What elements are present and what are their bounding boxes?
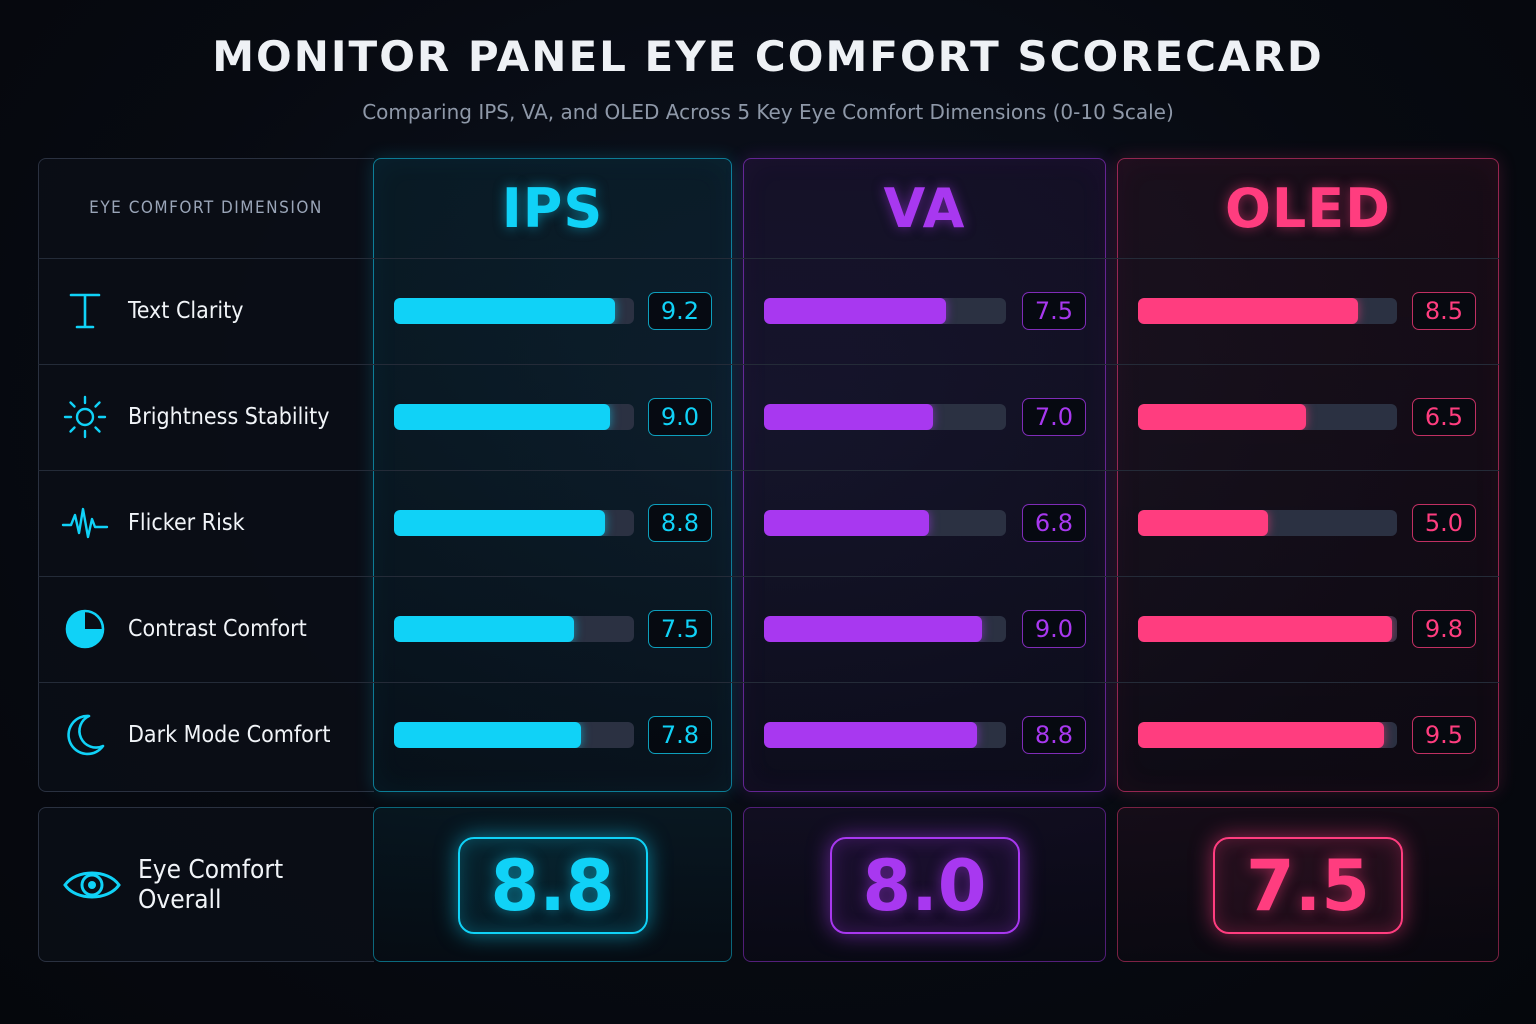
- bar-track: [764, 616, 1006, 642]
- value-label: 8.8: [1022, 716, 1086, 754]
- dimension-header: EYE COMFORT DIMENSION: [89, 198, 323, 218]
- value-label: 7.5: [648, 610, 712, 648]
- bar-track: [394, 510, 634, 536]
- dimension-row: Flicker Risk: [38, 470, 374, 576]
- dimension-label: Dark Mode Comfort: [128, 722, 331, 748]
- bar-oled-1: [1138, 404, 1307, 430]
- bar-track: [394, 616, 634, 642]
- dimension-label: Flicker Risk: [128, 510, 245, 536]
- bar-va-3: [764, 616, 982, 642]
- bar-ips-4: [394, 722, 582, 748]
- bar-track: [764, 722, 1006, 748]
- overall-row-label: Eye Comfort Overall: [38, 807, 374, 962]
- pulse-wave-icon: [60, 498, 110, 548]
- overall-score-ips: 8.8: [457, 837, 648, 934]
- bar-oled-0: [1138, 298, 1359, 324]
- bar-oled-2: [1138, 510, 1268, 536]
- value-label: 6.8: [1022, 504, 1086, 542]
- bar-oled-3: [1138, 616, 1392, 642]
- bar-ips-0: [394, 298, 615, 324]
- dimension-row: Contrast Comfort: [38, 576, 374, 682]
- column-panel-oled: [1117, 158, 1499, 792]
- overall-label: Eye Comfort Overall: [137, 854, 284, 915]
- sun-icon: [60, 392, 110, 442]
- bar-track: [1138, 404, 1397, 430]
- bar-oled-4: [1138, 722, 1385, 748]
- bar-ips-2: [394, 510, 606, 536]
- bar-track: [394, 404, 634, 430]
- dimension-row: Brightness Stability: [38, 364, 374, 470]
- overall-score-oled: 7.5: [1213, 837, 1403, 934]
- value-label: 5.0: [1412, 504, 1476, 542]
- row-divider: [38, 576, 1499, 577]
- value-label: 9.5: [1412, 716, 1476, 754]
- bar-track: [1138, 510, 1397, 536]
- page-title: MONITOR PANEL EYE COMFORT SCORECARD: [212, 32, 1324, 81]
- value-label: 7.8: [648, 716, 712, 754]
- bar-va-0: [764, 298, 946, 324]
- dimension-row: Dark Mode Comfort: [38, 682, 374, 788]
- overall-panel-ips: [373, 807, 732, 962]
- value-label: 8.8: [648, 504, 712, 542]
- column-panel-va: [743, 158, 1106, 792]
- page-subtitle: Comparing IPS, VA, and OLED Across 5 Key…: [362, 100, 1174, 124]
- dimension-row: Text Clarity: [38, 258, 374, 364]
- value-label: 7.5: [1022, 292, 1086, 330]
- text-t-icon: [60, 286, 110, 336]
- column-header-va: VA: [883, 176, 966, 240]
- value-label: 9.2: [648, 292, 712, 330]
- bar-track: [1138, 616, 1397, 642]
- bar-track: [394, 298, 634, 324]
- bar-track: [764, 510, 1006, 536]
- value-label: 9.8: [1412, 610, 1476, 648]
- moon-icon: [60, 710, 110, 760]
- bar-ips-1: [394, 404, 610, 430]
- eye-icon: [60, 860, 124, 910]
- value-label: 9.0: [648, 398, 712, 436]
- bar-track: [764, 298, 1006, 324]
- column-header-oled: OLED: [1224, 176, 1392, 240]
- column-panel-ips: [373, 158, 732, 792]
- value-label: 6.5: [1412, 398, 1476, 436]
- bar-track: [394, 722, 634, 748]
- value-label: 8.5: [1412, 292, 1476, 330]
- overall-panel-oled: [1117, 807, 1499, 962]
- contrast-circle-icon: [60, 604, 110, 654]
- overall-score-va: 8.0: [829, 837, 1020, 934]
- row-divider: [38, 258, 1499, 259]
- bar-va-2: [764, 510, 929, 536]
- overall-panel-va: [743, 807, 1106, 962]
- dimension-label: Contrast Comfort: [128, 616, 307, 642]
- bar-track: [1138, 298, 1397, 324]
- row-divider: [38, 364, 1499, 365]
- bar-va-4: [764, 722, 977, 748]
- dimension-label-panel: [38, 158, 374, 792]
- dimension-label: Brightness Stability: [128, 404, 330, 430]
- dimension-label: Text Clarity: [128, 298, 244, 324]
- column-header-ips: IPS: [501, 176, 604, 240]
- bar-track: [1138, 722, 1397, 748]
- row-divider: [38, 682, 1499, 683]
- bar-va-1: [764, 404, 934, 430]
- value-label: 9.0: [1022, 610, 1086, 648]
- bar-track: [764, 404, 1006, 430]
- bar-ips-3: [394, 616, 574, 642]
- row-divider: [38, 470, 1499, 471]
- value-label: 7.0: [1022, 398, 1086, 436]
